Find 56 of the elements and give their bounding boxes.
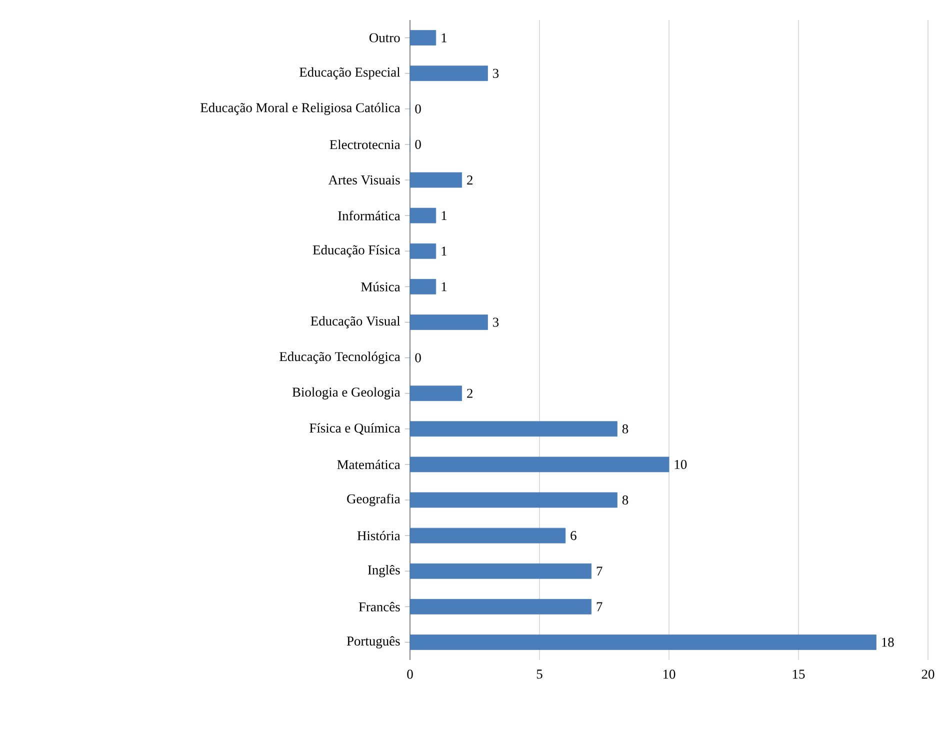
bar [410,598,592,614]
data-label: 1 [442,246,447,256]
y-tick-label: Informática [338,210,400,220]
bar [410,278,436,294]
bar [410,314,488,330]
data-label: 1 [442,282,447,292]
bar [410,30,436,46]
y-tick-label: Física e Química [310,423,400,435]
y-tick-label: Educação Especial [300,67,400,80]
bar [410,634,876,650]
bar [410,172,462,188]
x-tick-label: 0 [407,670,413,679]
data-label: 8 [622,495,628,505]
data-label: 7 [596,566,602,576]
x-tick-label: 10 [663,670,676,679]
bar [410,528,566,544]
y-tick-label: Educação Moral e Religiosa Católica [200,102,400,116]
x-tick-label: 15 [792,670,805,679]
y-tick-label: Matemática [337,460,400,470]
data-label: 8 [622,424,628,434]
data-label: 18 [882,638,894,647]
data-label: 1 [442,211,447,220]
bar [410,492,618,508]
y-tick-label: Português [346,636,400,648]
data-label: 3 [493,318,499,327]
bar [410,208,436,224]
y-tick-label: Educação Visual [310,316,400,328]
data-label: 2 [467,176,472,184]
data-label: 2 [467,388,472,398]
bar [410,66,488,82]
data-label: 0 [415,140,421,149]
bar [410,456,670,472]
y-tick-label: História [357,530,400,540]
data-label: 10 [674,460,687,469]
y-tick-label: Artes Visuais [328,175,400,185]
y-tick-label: Electrotecnia [330,140,400,150]
data-label: 3 [493,68,499,78]
data-label: 6 [570,531,576,540]
x-tick-label: 20 [922,670,934,679]
bar [410,563,592,579]
data-label: 1 [442,33,447,42]
bar [410,386,462,402]
y-tick-label: Inglês [368,564,400,578]
data-label: 0 [415,353,421,362]
bar [410,243,436,259]
y-tick-label: Educação Física [312,245,400,258]
data-label: 7 [596,602,602,612]
bar [410,421,618,437]
y-tick-label: Música [361,282,400,292]
data-label: 0 [415,104,421,114]
y-tick-label: Biologia e Geologia [292,387,400,400]
y-tick-label: Educação Tecnológica [280,352,400,364]
y-tick-label: Francês [358,602,400,612]
y-tick-label: Outro [369,33,400,42]
y-tick-label: Geografia [347,494,400,506]
x-tick-label: 5 [536,670,542,679]
